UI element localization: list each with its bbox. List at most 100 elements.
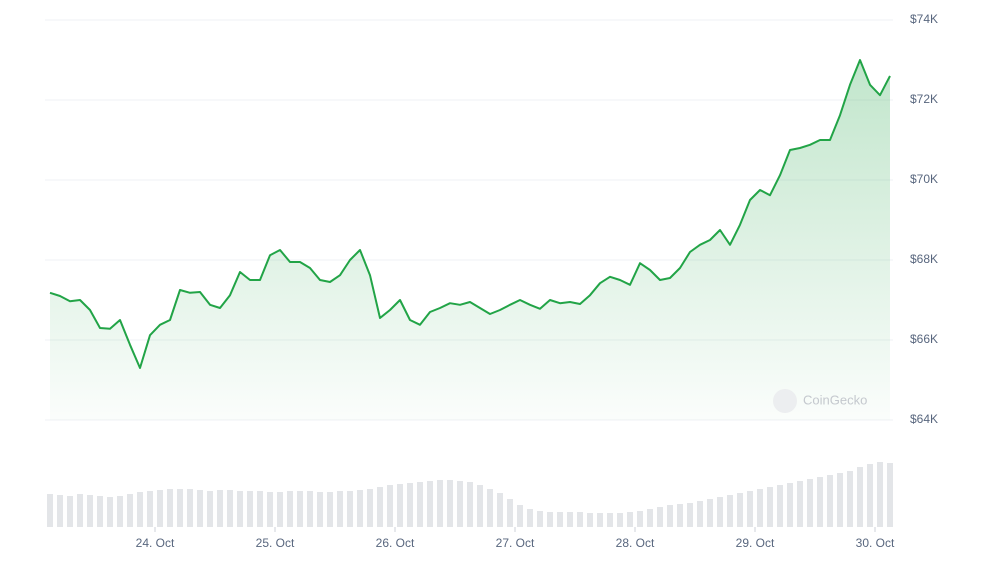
- volume-bar: [207, 491, 213, 527]
- volume-bar: [107, 497, 113, 527]
- volume-bar: [97, 496, 103, 527]
- volume-bar: [87, 495, 93, 527]
- volume-bar: [367, 489, 373, 527]
- volume-bar: [827, 475, 833, 527]
- volume-bar: [717, 497, 723, 527]
- volume-bar: [647, 509, 653, 527]
- price-line: [49, 59, 891, 369]
- volume-bar: [437, 480, 443, 527]
- volume-bar: [467, 482, 473, 527]
- volume-bar: [327, 492, 333, 527]
- x-tick-label: 24. Oct: [136, 536, 175, 550]
- volume-bar: [67, 496, 73, 527]
- volume-bar: [127, 494, 133, 527]
- watermark: CoinGecko: [773, 389, 867, 413]
- volume-bar: [177, 489, 183, 527]
- volume-bar: [867, 464, 873, 527]
- volume-bar: [337, 491, 343, 527]
- plot: [49, 59, 891, 420]
- y-tick-label: $72K: [910, 92, 938, 106]
- volume-bar: [237, 491, 243, 527]
- volume-bar: [527, 509, 533, 527]
- volume-bar: [557, 512, 563, 527]
- volume-bar: [427, 481, 433, 527]
- volume-bar: [857, 467, 863, 527]
- volume-bar: [77, 494, 83, 527]
- volume-bar: [657, 507, 663, 527]
- volume-bar: [317, 492, 323, 527]
- volume-bar: [357, 490, 363, 527]
- y-tick-label: $70K: [910, 172, 938, 186]
- volume-bar: [577, 512, 583, 527]
- y-tick-label: $74K: [910, 12, 938, 26]
- volume-bar: [397, 484, 403, 527]
- watermark-text: CoinGecko: [803, 392, 867, 407]
- volume-bar: [587, 513, 593, 527]
- volume-bar: [167, 489, 173, 527]
- volume-bar: [517, 505, 523, 527]
- volume-bar: [667, 505, 673, 527]
- volume-bar: [707, 499, 713, 527]
- volume-bar: [197, 490, 203, 527]
- volume-bar: [757, 489, 763, 527]
- volume-bar: [117, 496, 123, 527]
- volume-bar: [187, 489, 193, 527]
- volume-bar: [817, 477, 823, 527]
- volume-bar: [307, 491, 313, 527]
- volume: [47, 462, 893, 527]
- volume-bar: [787, 483, 793, 527]
- volume-bar: [797, 481, 803, 527]
- watermark-logo: [773, 389, 797, 413]
- volume-bar: [547, 512, 553, 527]
- volume-bar: [477, 485, 483, 527]
- price-area: [50, 60, 890, 420]
- volume-bar: [457, 481, 463, 527]
- volume-bar: [747, 491, 753, 527]
- volume-bar: [627, 512, 633, 527]
- volume-bar: [537, 511, 543, 527]
- volume-bar: [287, 491, 293, 527]
- volume-bar: [877, 462, 883, 527]
- volume-bar: [157, 490, 163, 527]
- volume-bar: [417, 482, 423, 527]
- volume-bar: [837, 473, 843, 527]
- volume-bar: [727, 495, 733, 527]
- y-tick-label: $68K: [910, 252, 938, 266]
- grid: $64K $66K $68K $70K $72K $74K 24. Oct 25. Oct 26…: [45, 12, 938, 550]
- volume-bar: [847, 471, 853, 527]
- volume-bar: [137, 492, 143, 527]
- x-tick-label: 29. Oct: [736, 536, 775, 550]
- x-tick-label: 28. Oct: [616, 536, 655, 550]
- volume-bar: [377, 487, 383, 527]
- volume-bar: [607, 513, 613, 527]
- x-tick-label: 25. Oct: [256, 536, 295, 550]
- volume-bar: [447, 480, 453, 527]
- x-tick-label: 27. Oct: [496, 536, 535, 550]
- volume-bar: [507, 499, 513, 527]
- x-tick-label: 30. Oct: [856, 536, 895, 550]
- y-tick-label: $64K: [910, 412, 938, 426]
- volume-bar: [687, 503, 693, 527]
- volume-bar: [567, 512, 573, 527]
- volume-bar: [637, 511, 643, 527]
- volume-bar: [147, 491, 153, 527]
- volume-bar: [777, 485, 783, 527]
- volume-bar: [57, 495, 63, 527]
- volume-bar: [887, 463, 893, 527]
- volume-bar: [47, 494, 53, 527]
- volume-bar: [227, 490, 233, 527]
- volume-bar: [487, 489, 493, 527]
- volume-bar: [407, 483, 413, 527]
- volume-bar: [277, 492, 283, 527]
- x-tick-label: 26. Oct: [376, 536, 415, 550]
- volume-bar: [347, 491, 353, 527]
- volume-bar: [677, 504, 683, 527]
- volume-bar: [597, 513, 603, 527]
- y-tick-label: $66K: [910, 332, 938, 346]
- volume-bar: [697, 501, 703, 527]
- volume-bar: [387, 485, 393, 527]
- volume-bar: [767, 487, 773, 527]
- volume-bar: [257, 491, 263, 527]
- volume-bar: [617, 513, 623, 527]
